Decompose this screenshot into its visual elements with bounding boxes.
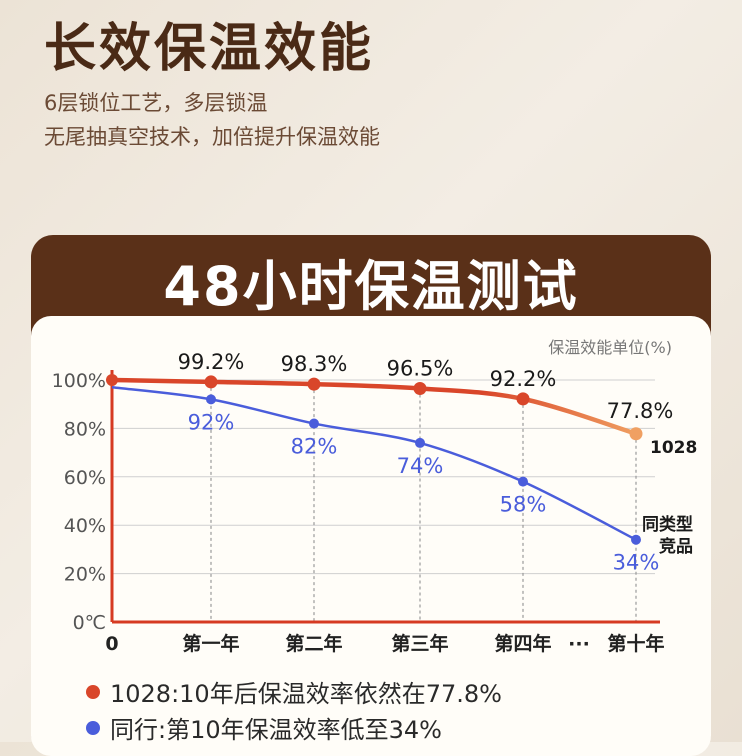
- legend-item-competitor: 同行:第10年保温效率低至34%: [86, 710, 442, 745]
- data-label-competitor: 74%: [397, 454, 444, 478]
- legend-dot-icon: [86, 720, 100, 735]
- data-point-1028: [516, 392, 530, 406]
- y-tick-label: 20%: [64, 564, 106, 586]
- legend-text-competitor: 同行:第10年保温效率低至34%: [110, 716, 442, 744]
- data-point-1028: [204, 375, 218, 389]
- y-tick-label: 100%: [52, 370, 106, 392]
- subtitle-line-2: 无尾抽真空技术，加倍提升保温效能: [44, 125, 380, 149]
- data-label-1028: 98.3%: [281, 352, 348, 376]
- data-label-1028: 92.2%: [490, 367, 557, 391]
- page-title: 长效保温效能: [44, 19, 375, 79]
- y-tick-label: 40%: [64, 515, 106, 537]
- data-point-1028: [413, 381, 427, 395]
- x-tick-label: 第十年: [607, 632, 664, 655]
- legend-text-1028: 1028:10年后保温效率依然在77.8%: [110, 680, 502, 708]
- data-label-competitor: 92%: [188, 410, 235, 434]
- x-tick-label: 第四年: [494, 632, 551, 655]
- data-point-1028: [106, 374, 118, 386]
- x-tick-label: 第一年: [182, 632, 239, 655]
- legend-item-1028: 1028:10年后保温效率依然在77.8%: [86, 674, 502, 709]
- data-label-1028: 99.2%: [178, 350, 245, 374]
- x-tick-label: 第三年: [391, 632, 448, 655]
- data-label-competitor: 34%: [613, 551, 660, 575]
- series-name-1028: 1028: [650, 438, 697, 458]
- subtitle-line-1: 6层锁位工艺，多层锁温: [44, 91, 268, 115]
- series-name-competitor-line2: 竞品: [659, 536, 693, 557]
- unit-note: 保温效能单位(%): [548, 338, 672, 357]
- x-tick-label: 第二年: [285, 632, 342, 655]
- legend-dot-icon: [86, 684, 100, 699]
- data-label-1028: 77.8%: [607, 399, 674, 423]
- data-point-1028: [629, 427, 643, 441]
- y-tick-label: 0℃: [73, 612, 106, 634]
- data-point-competitor: [309, 418, 319, 429]
- data-label-competitor: 82%: [291, 435, 338, 459]
- panel-title: 48小时保温测试: [163, 255, 579, 318]
- chart-card: [31, 316, 711, 756]
- y-tick-label: 60%: [64, 467, 106, 489]
- x-tick-ellipsis: ···: [568, 633, 590, 655]
- data-point-1028: [307, 377, 321, 391]
- data-point-competitor: [206, 394, 216, 405]
- data-label-competitor: 58%: [500, 493, 547, 517]
- data-point-competitor: [518, 476, 528, 487]
- x-tick-label: 0: [105, 633, 118, 655]
- data-point-competitor: [415, 437, 425, 448]
- data-point-competitor: [631, 534, 641, 545]
- y-tick-label: 80%: [64, 418, 106, 440]
- data-label-1028: 96.5%: [387, 356, 454, 380]
- series-name-competitor-line1: 同类型: [642, 514, 693, 535]
